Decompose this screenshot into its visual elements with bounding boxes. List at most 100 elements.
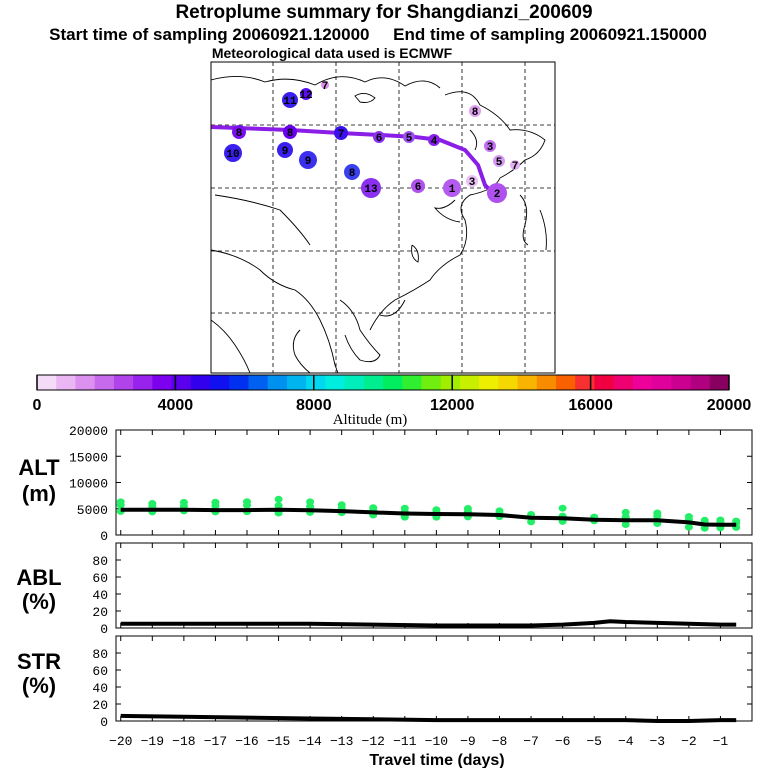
cluster-marker: 7 bbox=[321, 81, 329, 93]
cluster-label: 8 bbox=[472, 107, 479, 119]
colorbar-cell bbox=[210, 375, 230, 390]
x-tick-label: −13 bbox=[330, 734, 353, 749]
map-coastlines bbox=[211, 76, 547, 373]
panel-abl: ABL (%) 80 60 40 20 0 bbox=[16, 542, 753, 637]
y-tick-label: 80 bbox=[92, 554, 108, 569]
cluster-marker: 8 bbox=[232, 125, 246, 140]
x-tick-label: −2 bbox=[681, 734, 697, 749]
abl-ylabel-line2: (%) bbox=[22, 589, 56, 614]
y-tick-label: 40 bbox=[92, 588, 108, 603]
colorbar-cell bbox=[440, 375, 461, 390]
colorbar-cell bbox=[536, 375, 557, 390]
colorbar-cell bbox=[690, 375, 711, 390]
y-tick-label: 10000 bbox=[69, 477, 108, 492]
cluster-marker: 9 bbox=[299, 151, 317, 169]
colorbar-tick-label: 4000 bbox=[158, 397, 194, 414]
x-tick-label: −1 bbox=[713, 734, 729, 749]
colorbar-cell bbox=[75, 375, 96, 390]
altitude-point bbox=[148, 500, 157, 507]
y-tick-label: 5000 bbox=[77, 503, 108, 518]
cluster-marker: 9 bbox=[277, 142, 293, 158]
colorbar-cell bbox=[498, 375, 519, 390]
x-tick-label: −18 bbox=[172, 734, 195, 749]
cluster-label: 8 bbox=[287, 128, 294, 140]
cluster-label: 7 bbox=[512, 161, 519, 173]
cluster-label: 9 bbox=[305, 156, 312, 168]
colorbar-cell bbox=[459, 375, 480, 390]
colorbar-cell bbox=[632, 375, 653, 390]
colorbar-cell bbox=[133, 375, 153, 390]
map-gridlines bbox=[211, 62, 555, 373]
colorbar-cell bbox=[479, 375, 499, 390]
colorbar-cell bbox=[229, 375, 249, 390]
cluster-label: 11 bbox=[283, 96, 297, 108]
colorbar-cell bbox=[171, 375, 192, 390]
trajectory bbox=[211, 125, 495, 195]
cluster-label: 6 bbox=[376, 133, 383, 145]
colorbar-cell bbox=[306, 375, 326, 390]
colorbar-tick-label: 0 bbox=[33, 397, 42, 414]
cluster-marker: 4 bbox=[428, 134, 440, 148]
x-tick-label: −7 bbox=[523, 734, 539, 749]
x-tick-label: −10 bbox=[425, 734, 448, 749]
colorbar-cell bbox=[556, 375, 576, 390]
altitude-point bbox=[463, 505, 472, 512]
altitude-point bbox=[400, 504, 409, 512]
colorbar-cell bbox=[594, 375, 615, 390]
altitude-point bbox=[211, 498, 220, 506]
colorbar-cell bbox=[613, 375, 634, 390]
alt-ylabel-line1: ALT bbox=[18, 455, 60, 480]
colorbar-tick-label: 16000 bbox=[568, 397, 613, 414]
x-tick-label: −17 bbox=[204, 734, 227, 749]
abl-ylabel-line1: ABL bbox=[16, 565, 61, 590]
colorbar-cell bbox=[94, 375, 115, 390]
x-tick-label: −14 bbox=[298, 734, 322, 749]
colorbar-cell bbox=[267, 375, 288, 390]
x-axis-ticks: −20 −19 −18 −17 −16 −15 −14 −13 −12 −11 −10 −9 −8 −7 −… bbox=[109, 734, 728, 749]
y-tick-label: 60 bbox=[92, 664, 108, 679]
cluster-label: 12 bbox=[299, 90, 312, 102]
cluster-marker: 1 bbox=[443, 179, 461, 197]
cluster-marker: 7 bbox=[334, 126, 348, 141]
start-time: Start time of sampling 20060921.120000 bbox=[49, 25, 370, 44]
colorbar-tick-label: 8000 bbox=[296, 397, 332, 414]
altitude-point bbox=[274, 502, 283, 510]
x-tick-label: −19 bbox=[141, 734, 164, 749]
cluster-marker: 8 bbox=[344, 164, 360, 180]
altitude-point bbox=[495, 507, 504, 515]
cluster-label: 4 bbox=[431, 136, 438, 148]
x-axis-label: Travel time (days) bbox=[369, 752, 504, 768]
cluster-label: 7 bbox=[338, 129, 345, 141]
cluster-label: 8 bbox=[349, 168, 356, 180]
colorbar-tick-label: 12000 bbox=[430, 397, 475, 414]
x-tick-label: −9 bbox=[460, 734, 476, 749]
altitude-point bbox=[432, 506, 441, 514]
x-tick-label: −16 bbox=[235, 734, 258, 749]
y-tick-label: 0 bbox=[100, 529, 108, 544]
cluster-marker: 6 bbox=[373, 131, 385, 145]
cluster-marker: 10 bbox=[224, 144, 242, 162]
altitude-point bbox=[716, 516, 725, 524]
altitude-point bbox=[243, 498, 251, 506]
cluster-marker: 3 bbox=[484, 140, 496, 154]
met-data-label: Meteorological data used is ECMWF bbox=[211, 45, 453, 61]
altitude-point bbox=[684, 523, 693, 531]
colorbar-cell bbox=[383, 375, 403, 390]
altitude-point bbox=[306, 498, 315, 506]
str-ylabel-line1: STR bbox=[17, 649, 61, 674]
cluster-label: 7 bbox=[322, 81, 329, 93]
x-tick-label: −20 bbox=[109, 734, 132, 749]
colorbar-cell bbox=[152, 375, 173, 390]
x-tick-label: −4 bbox=[618, 734, 634, 749]
colorbar-cell bbox=[113, 375, 134, 390]
altitude-point bbox=[700, 516, 709, 524]
colorbar-cell bbox=[37, 375, 57, 390]
y-tick-label: 20 bbox=[92, 605, 108, 620]
colorbar-cell bbox=[344, 375, 365, 390]
altitude-point bbox=[684, 513, 693, 521]
cluster-marker: 5 bbox=[403, 131, 415, 145]
y-tick-label: 15000 bbox=[69, 450, 108, 465]
panel-str: STR (%) 80 60 40 20 0 bbox=[17, 635, 753, 730]
